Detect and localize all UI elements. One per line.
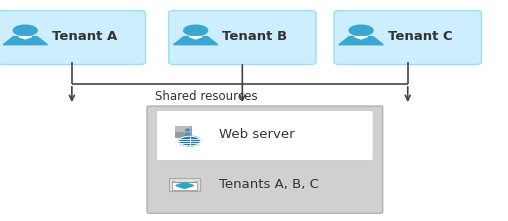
- Text: Web server: Web server: [219, 128, 294, 141]
- Text: Tenants A, B, C: Tenants A, B, C: [219, 178, 319, 191]
- FancyBboxPatch shape: [169, 178, 200, 191]
- Circle shape: [185, 129, 189, 131]
- Polygon shape: [176, 183, 194, 189]
- Circle shape: [13, 25, 37, 36]
- Polygon shape: [355, 37, 368, 39]
- FancyBboxPatch shape: [169, 11, 316, 65]
- FancyBboxPatch shape: [0, 11, 146, 65]
- FancyBboxPatch shape: [334, 11, 482, 65]
- Polygon shape: [339, 37, 383, 45]
- Circle shape: [179, 136, 201, 146]
- Polygon shape: [3, 37, 47, 45]
- Polygon shape: [189, 37, 202, 39]
- FancyBboxPatch shape: [172, 182, 197, 189]
- FancyBboxPatch shape: [156, 110, 373, 160]
- Circle shape: [349, 25, 373, 36]
- FancyBboxPatch shape: [175, 126, 190, 132]
- Text: Tenant B: Tenant B: [223, 30, 288, 43]
- Circle shape: [184, 25, 208, 36]
- Text: Tenant A: Tenant A: [52, 30, 117, 43]
- Polygon shape: [19, 37, 32, 39]
- Text: Shared resources: Shared resources: [154, 90, 257, 103]
- Polygon shape: [174, 37, 218, 45]
- FancyBboxPatch shape: [147, 106, 383, 213]
- Text: Tenant C: Tenant C: [388, 30, 452, 43]
- Circle shape: [185, 134, 189, 136]
- FancyBboxPatch shape: [175, 126, 190, 137]
